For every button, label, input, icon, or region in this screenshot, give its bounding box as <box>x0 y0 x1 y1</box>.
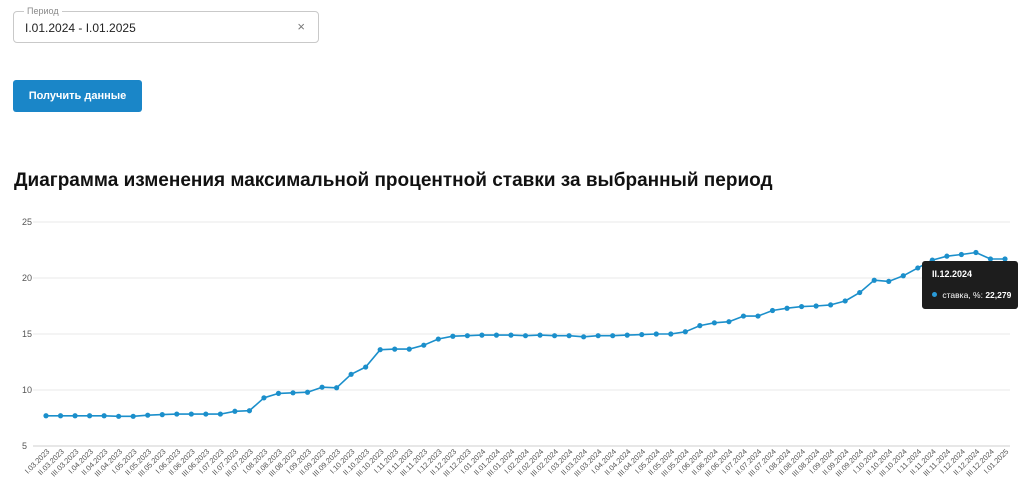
data-point <box>116 413 122 419</box>
data-point <box>798 303 805 310</box>
data-point <box>188 411 194 417</box>
data-point <box>159 412 165 418</box>
data-point <box>900 273 906 279</box>
y-tick-label: 10 <box>22 385 32 395</box>
data-point <box>958 251 965 258</box>
clear-icon[interactable]: × <box>297 19 305 34</box>
data-point <box>1002 256 1008 262</box>
data-point <box>551 333 558 339</box>
data-point <box>639 331 645 338</box>
data-point <box>784 305 790 311</box>
data-point <box>828 302 834 308</box>
y-tick-label: 25 <box>22 217 32 227</box>
data-point <box>508 332 514 338</box>
data-point <box>450 333 456 339</box>
data-point <box>697 323 703 329</box>
data-point <box>871 277 877 283</box>
period-label: Период <box>24 6 62 17</box>
data-point <box>43 413 49 419</box>
data-point <box>261 395 267 401</box>
y-tick-label: 5 <box>22 441 27 451</box>
data-point <box>944 253 950 259</box>
data-point <box>595 333 601 339</box>
tooltip-value: 22,279 <box>985 289 1012 300</box>
period-value: I.01.2024 - I.01.2025 <box>25 21 136 35</box>
data-point <box>740 313 747 319</box>
data-point <box>668 331 674 337</box>
data-point <box>290 390 296 396</box>
data-point <box>726 319 732 325</box>
data-point <box>857 289 863 296</box>
data-point <box>464 333 470 339</box>
data-point <box>145 412 151 418</box>
y-tick-label: 15 <box>22 329 32 339</box>
data-point <box>566 333 572 339</box>
data-point <box>86 413 93 419</box>
data-point <box>174 411 180 417</box>
data-point <box>711 320 717 326</box>
data-point <box>653 331 659 337</box>
data-point <box>813 303 819 309</box>
data-point <box>334 385 340 391</box>
chart-title: Диаграмма изменения максимальной процент… <box>14 170 773 191</box>
data-point <box>304 389 311 395</box>
data-point <box>203 411 209 417</box>
data-point <box>101 413 107 419</box>
data-point <box>232 408 238 414</box>
data-point <box>682 329 688 335</box>
data-point <box>435 336 441 342</box>
data-point <box>348 371 354 377</box>
data-point <box>973 249 979 256</box>
data-point <box>987 256 994 262</box>
chart-tooltip: II.12.2024 ставка, %: 22,279 <box>922 261 1018 309</box>
period-select[interactable]: Период I.01.2024 - I.01.2025 × <box>13 6 319 43</box>
data-point <box>246 408 253 414</box>
tooltip-row: ставка, %: 22,279 <box>932 289 1011 300</box>
data-point <box>377 347 383 353</box>
tooltip-series-label: ставка, %: <box>942 289 983 300</box>
y-tick-label: 20 <box>22 273 32 283</box>
data-point <box>493 332 500 338</box>
data-point <box>581 334 587 340</box>
data-point <box>755 313 761 319</box>
data-point <box>421 342 427 348</box>
data-point <box>72 413 78 419</box>
data-point <box>275 390 282 396</box>
data-point <box>842 298 848 304</box>
data-point <box>479 332 485 338</box>
data-point <box>392 346 398 352</box>
data-point <box>610 333 616 339</box>
data-point <box>406 346 412 352</box>
data-point <box>537 332 543 338</box>
data-point <box>130 413 136 419</box>
data-point <box>624 332 630 338</box>
data-point <box>769 307 776 314</box>
tooltip-date: II.12.2024 <box>932 269 973 279</box>
get-data-button[interactable]: Получить данные <box>13 80 142 112</box>
data-point <box>363 364 369 370</box>
data-point <box>319 384 325 390</box>
data-point <box>886 278 892 284</box>
series-marker-icon <box>932 292 937 298</box>
data-point <box>217 411 223 417</box>
data-point <box>915 265 921 271</box>
data-point <box>57 413 64 419</box>
data-point <box>522 333 529 339</box>
